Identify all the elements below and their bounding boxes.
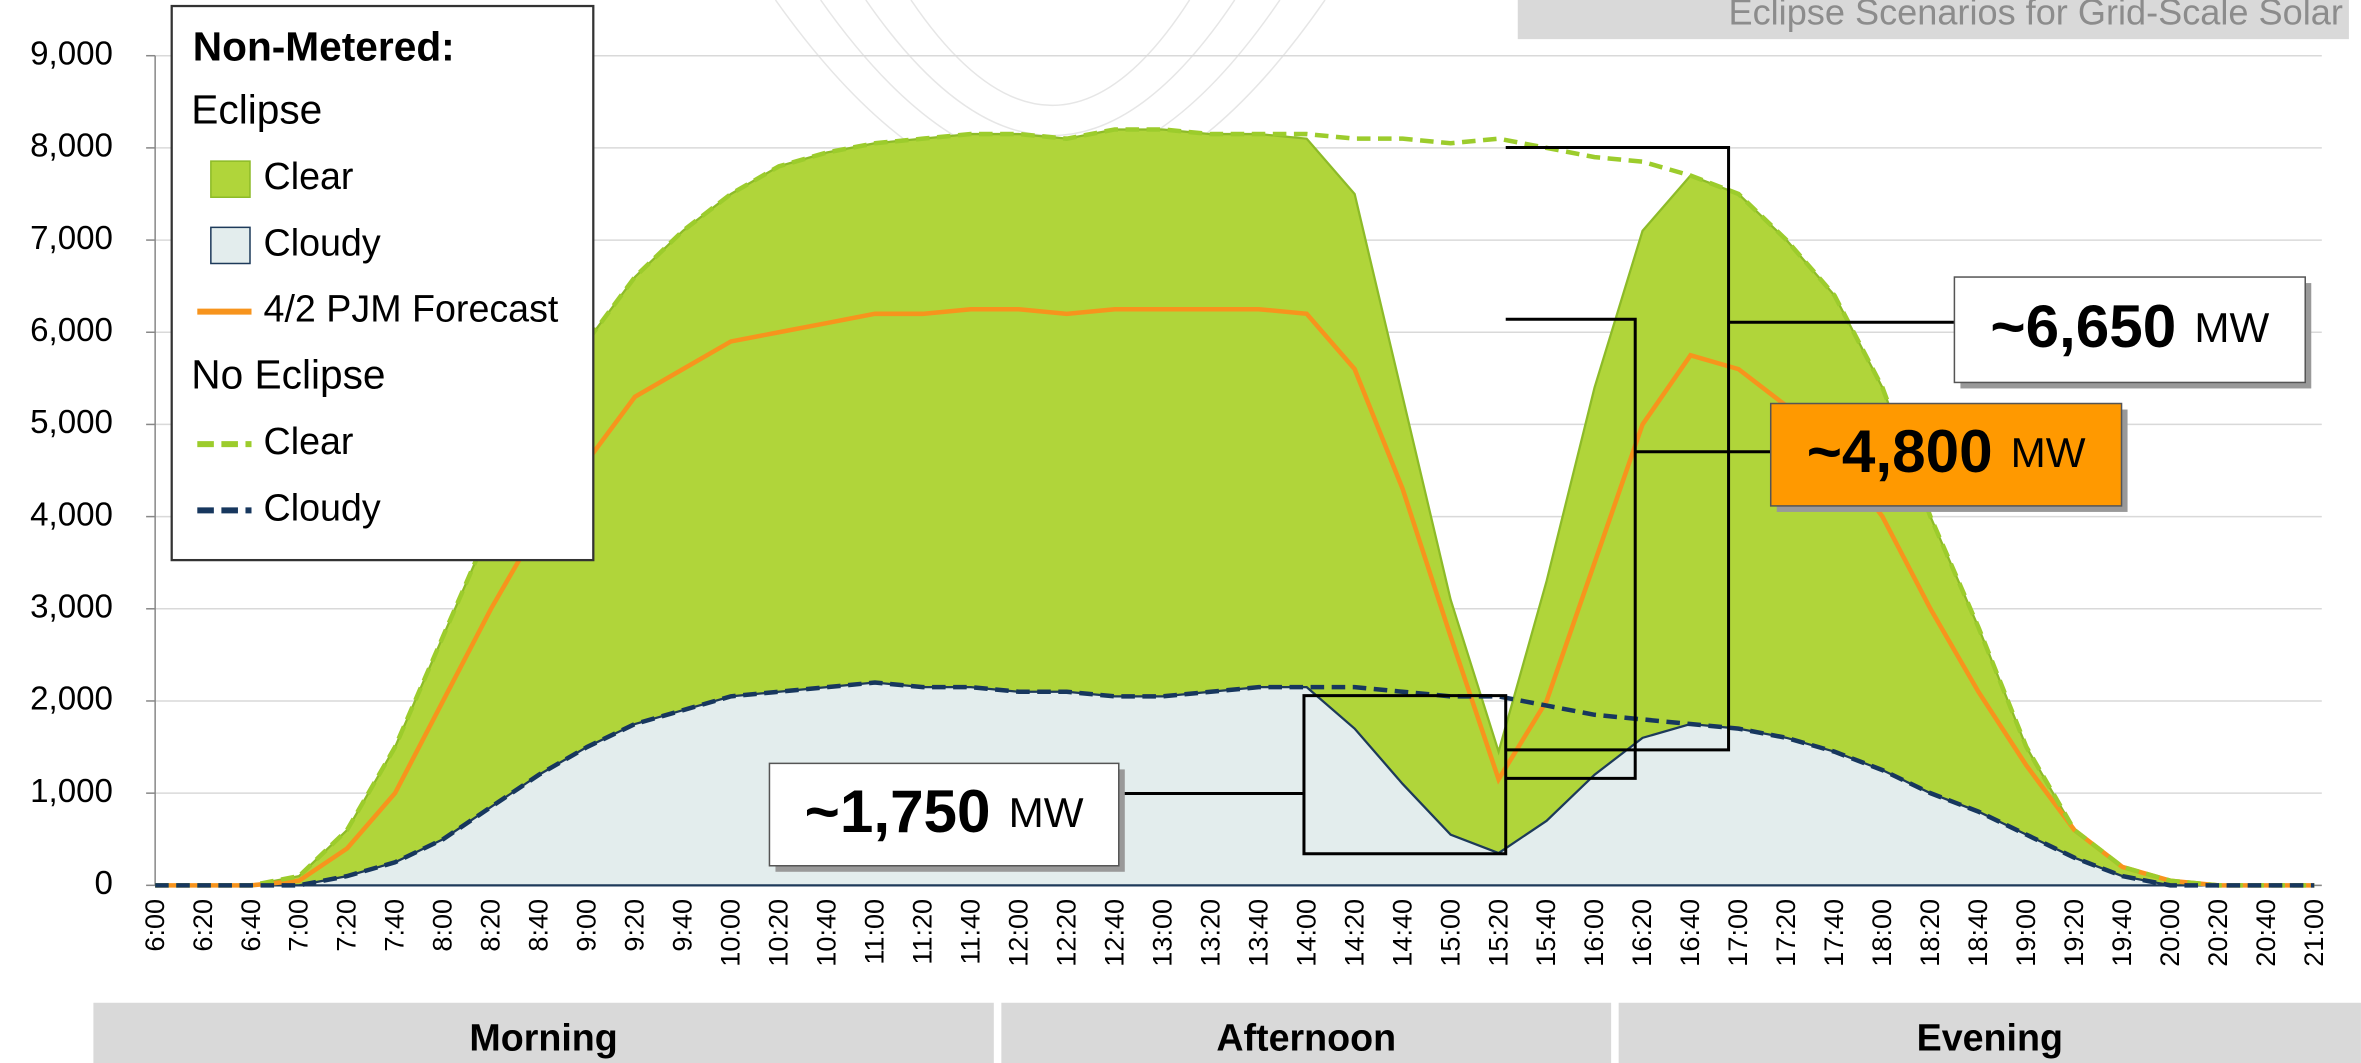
annotation-box: [1953, 276, 2306, 384]
legend-swatch: [210, 226, 251, 265]
x-tick-label: 8:40: [523, 899, 554, 952]
annotation-unit: MW: [2194, 304, 2269, 351]
legend-label: Clear: [264, 155, 354, 197]
x-tick-label: 9:20: [619, 899, 650, 952]
x-tick-label: 20:40: [2250, 899, 2281, 967]
x-tick-label: 14:00: [1290, 899, 1321, 967]
dashed-line: [155, 680, 2315, 888]
chart-title: Eclipse Scenarios for Grid-Scale Solar: [1728, 0, 2342, 33]
y-tick-label: 6,000: [30, 312, 113, 349]
annotation-unit: MW: [2011, 429, 2086, 476]
bracket: [1505, 146, 1955, 752]
x-tick-label: 13:20: [1194, 899, 1225, 967]
dashed-line: [155, 127, 2315, 888]
legend-label: 4/2 PJM Forecast: [264, 288, 559, 330]
legend-swatch: [210, 160, 251, 198]
x-tick-label: 18:40: [1962, 899, 1993, 967]
x-tick-label: 11:00: [859, 899, 890, 965]
bracket: [1505, 317, 1771, 780]
y-tick-label: 1,000: [30, 773, 113, 810]
x-tick-label: 12:00: [1002, 899, 1033, 967]
x-tick-label: 12:40: [1098, 899, 1129, 967]
legend-label: Cloudy: [264, 486, 381, 528]
y-tick-label: 2,000: [30, 681, 113, 718]
annotation-value: ~1,750: [805, 777, 991, 845]
x-tick-label: 10:40: [811, 899, 842, 967]
x-tick-label: 18:00: [1866, 899, 1897, 967]
x-tick-label: 9:40: [667, 899, 698, 952]
period-label: Afternoon: [1216, 1016, 1396, 1058]
x-tick-label: 13:00: [1146, 899, 1177, 967]
x-tick-label: 6:40: [235, 899, 266, 952]
x-tick-label: 6:20: [187, 899, 218, 952]
x-tick-label: 19:00: [2010, 899, 2041, 967]
x-tick-label: 16:00: [1578, 899, 1609, 967]
y-tick-label: 3,000: [30, 589, 113, 626]
y-tick-label: 9,000: [30, 35, 113, 72]
y-tick-label: 0: [95, 865, 113, 902]
x-tick-label: 10:00: [715, 899, 746, 967]
x-tick-label: 8:20: [475, 899, 506, 952]
x-tick-label: 19:40: [2106, 899, 2137, 967]
x-tick-label: 11:40: [954, 899, 985, 965]
y-tick-label: 7,000: [30, 220, 113, 257]
x-tick-label: 7:20: [331, 899, 362, 952]
period-label: Evening: [1917, 1016, 2063, 1058]
x-tick-label: 15:00: [1434, 899, 1465, 967]
x-tick-label: 13:40: [1242, 899, 1273, 967]
legend-group: No Eclipse: [191, 352, 385, 398]
legend-box: [170, 4, 595, 562]
x-tick-label: 16:20: [1626, 899, 1657, 967]
annotation: ~6,650 MW: [1990, 292, 2269, 360]
x-tick-label: 14:40: [1386, 899, 1417, 967]
x-tick-label: 9:00: [571, 899, 602, 952]
x-tick-label: 7:40: [379, 899, 410, 952]
legend-label: Cloudy: [264, 221, 381, 263]
legend-title: Non-Metered:: [193, 23, 455, 69]
x-tick-label: 12:20: [1050, 899, 1081, 967]
y-tick-label: 5,000: [30, 404, 113, 441]
period-band: [1618, 1002, 2361, 1063]
line: [155, 306, 2315, 888]
x-tick-label: 15:20: [1482, 899, 1513, 967]
x-tick-label: 7:00: [283, 899, 314, 952]
x-tick-label: 17:20: [1770, 899, 1801, 967]
x-tick-label: 11:20: [906, 899, 937, 965]
annotation-box: [1769, 402, 2123, 507]
x-tick-label: 17:40: [1818, 899, 1849, 967]
x-tick-label: 16:40: [1674, 899, 1705, 967]
x-tick-label: 19:20: [2058, 899, 2089, 967]
x-tick-label: 8:00: [427, 899, 458, 952]
y-tick-label: 4,000: [30, 496, 113, 533]
y-tick-label: 8,000: [30, 128, 113, 165]
annotation: ~1,750 MW: [805, 777, 1084, 845]
period-label: Morning: [469, 1016, 617, 1058]
title-box: [1517, 0, 2349, 40]
period-band: [93, 1002, 994, 1063]
x-tick-label: 21:00: [2298, 899, 2329, 967]
x-tick-label: 10:20: [763, 899, 794, 967]
annotation: ~4,800 MW: [1807, 417, 2086, 485]
annotation-box: [768, 762, 1120, 867]
annotation-unit: MW: [1009, 789, 1084, 836]
legend-label: Clear: [264, 420, 354, 462]
annotation-value: ~6,650: [1990, 292, 2176, 360]
x-tick-label: 17:00: [1722, 899, 1753, 967]
bracket: [1118, 694, 1508, 856]
legend-group: Eclipse: [191, 87, 322, 133]
annotation-value: ~4,800: [1807, 417, 1993, 485]
x-tick-label: 18:20: [1914, 899, 1945, 967]
period-band: [1001, 1002, 1612, 1063]
x-tick-label: 6:00: [139, 899, 170, 952]
x-tick-label: 14:20: [1338, 899, 1369, 967]
x-tick-label: 20:00: [2154, 899, 2185, 967]
x-tick-label: 15:40: [1530, 899, 1561, 967]
x-tick-label: 20:20: [2202, 899, 2233, 967]
